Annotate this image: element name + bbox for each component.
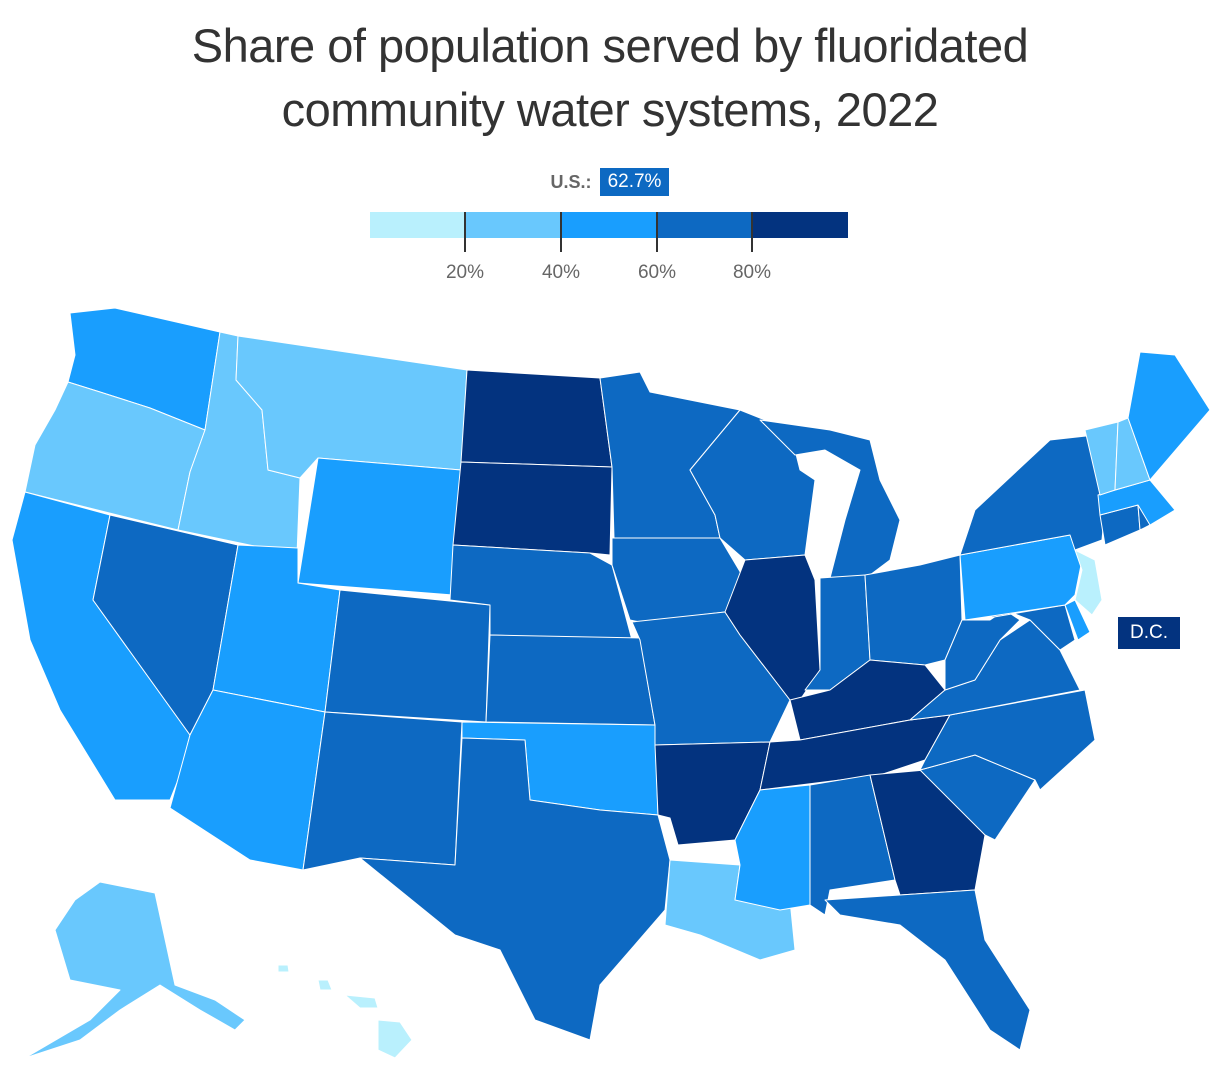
color-legend: [370, 212, 848, 238]
national-average: U.S.: 62.7%: [0, 168, 1220, 196]
legend-tick-label: 40%: [541, 262, 581, 283]
legend-tick-label: 80%: [732, 262, 772, 283]
chart-title: Share of population served by fluoridate…: [0, 14, 1220, 142]
legend-bin-40-60: [561, 212, 657, 238]
state-wy[interactable]: [297, 457, 462, 596]
state-nm[interactable]: [302, 711, 463, 871]
legend-bin-80-100: [752, 212, 848, 238]
state-ak[interactable]: [24, 881, 246, 1059]
legend-tick: [656, 212, 658, 252]
chart-title-line2: community water systems, 2022: [281, 83, 939, 136]
state-ks[interactable]: [485, 634, 656, 726]
state-fl[interactable]: [824, 889, 1031, 1051]
state-mt[interactable]: [235, 335, 468, 479]
legend-tick-label: 60%: [637, 262, 677, 283]
chart-title-line1: Share of population served by fluoridate…: [191, 19, 1029, 72]
legend-bin-20-40: [465, 212, 562, 238]
state-me[interactable]: [1127, 351, 1211, 481]
state-de[interactable]: [1064, 599, 1091, 641]
legend-tick: [464, 212, 466, 252]
state-hi-islands[interactable]: [277, 964, 290, 973]
national-average-value: 62.7%: [599, 168, 670, 196]
national-average-label: U.S.:: [550, 171, 592, 192]
state-tx[interactable]: [359, 737, 671, 1041]
state-sd[interactable]: [452, 461, 613, 556]
state-nj[interactable]: [1074, 549, 1103, 616]
state-wi[interactable]: [689, 409, 816, 561]
dc-label-badge[interactable]: D.C.: [1118, 617, 1180, 649]
state-hi-islands[interactable]: [317, 979, 333, 991]
legend-bin-0-20: [370, 212, 466, 238]
state-ia[interactable]: [611, 537, 746, 623]
legend-tick: [751, 212, 753, 252]
state-co[interactable]: [324, 589, 491, 723]
state-wv[interactable]: [944, 609, 1021, 691]
state-ny[interactable]: [959, 434, 1106, 556]
state-nd[interactable]: [460, 369, 613, 468]
state-hi[interactable]: [377, 1019, 413, 1059]
state-hi-islands[interactable]: [344, 994, 379, 1009]
state-oh[interactable]: [864, 554, 963, 666]
legend-tick-label: 20%: [445, 262, 485, 283]
legend-bin-60-80: [656, 212, 753, 238]
legend-tick: [560, 212, 562, 252]
